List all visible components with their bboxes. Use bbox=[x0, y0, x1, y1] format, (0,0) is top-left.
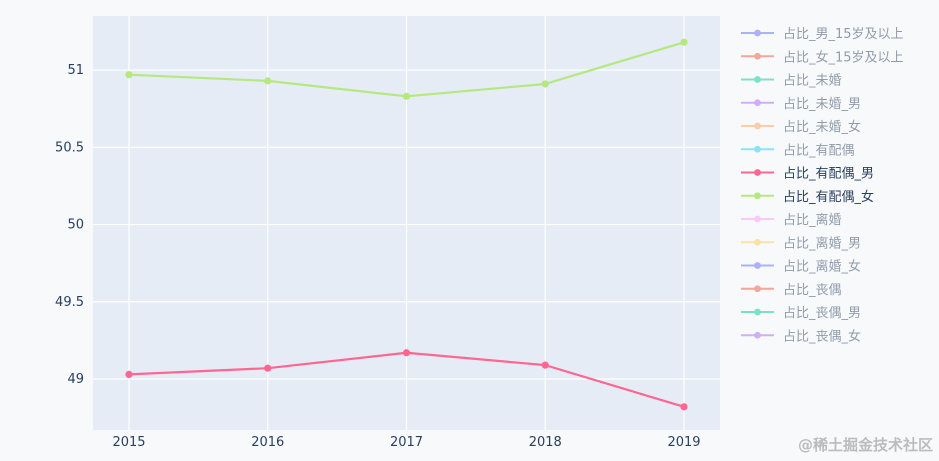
legend-marker bbox=[754, 285, 761, 293]
legend-label: 占比_离婚_女 bbox=[783, 259, 861, 275]
x-tick-label: 2019 bbox=[667, 435, 700, 450]
legend-item[interactable]: 占比_离婚_男 bbox=[741, 235, 861, 251]
legend-item[interactable]: 占比_有配偶_女 bbox=[741, 189, 874, 205]
y-tick-label: 49.5 bbox=[55, 295, 84, 310]
legend-item[interactable]: 占比_女_15岁及以上 bbox=[741, 49, 904, 65]
y-tick-label: 50.5 bbox=[55, 140, 84, 155]
legend-label: 占比_丧偶_女 bbox=[783, 328, 861, 344]
legend-item[interactable]: 占比_离婚 bbox=[741, 212, 842, 228]
legend-label: 占比_有配偶_男 bbox=[783, 167, 874, 182]
legend-marker bbox=[754, 262, 761, 269]
legend-marker bbox=[754, 331, 761, 339]
legend-label: 占比_未婚_女 bbox=[783, 119, 861, 135]
data-point[interactable] bbox=[541, 80, 549, 88]
legend-label: 占比_离婚 bbox=[783, 212, 842, 228]
legend-label: 占比_丧偶_男 bbox=[783, 306, 861, 321]
data-point[interactable] bbox=[680, 403, 688, 411]
data-point[interactable] bbox=[402, 349, 411, 357]
legend-label: 占比_男_15岁及以上 bbox=[783, 27, 904, 42]
legend-item[interactable]: 占比_未婚_女 bbox=[741, 119, 861, 135]
legend-item[interactable]: 占比_有配偶_男 bbox=[741, 167, 874, 182]
legend-marker bbox=[754, 145, 761, 153]
legend-item[interactable]: 占比_男_15岁及以上 bbox=[741, 27, 904, 42]
legend-marker bbox=[754, 52, 761, 60]
axis-labels: 49 49.5 50 50.5 51 2015 2016 2017 2018 2019 bbox=[55, 63, 701, 450]
legend[interactable]: 占比_男_15岁及以上占比_女_15岁及以上占比_未婚占比_未婚_男占比_未婚_… bbox=[741, 27, 904, 344]
legend-marker bbox=[754, 192, 761, 200]
x-tick-label: 2017 bbox=[390, 435, 423, 450]
series-layer bbox=[125, 38, 688, 411]
legend-item[interactable]: 占比_丧偶 bbox=[741, 283, 842, 298]
legend-marker bbox=[754, 215, 761, 223]
legend-label: 占比_女_15岁及以上 bbox=[783, 49, 904, 65]
watermark: @稀土掘金技术社区 bbox=[797, 436, 933, 454]
legend-marker bbox=[754, 238, 761, 246]
x-tick-label: 2015 bbox=[112, 435, 145, 450]
legend-item[interactable]: 占比_丧偶_女 bbox=[741, 328, 861, 344]
legend-marker bbox=[754, 169, 761, 176]
y-tick-label: 49 bbox=[67, 372, 84, 387]
legend-item[interactable]: 占比_离婚_女 bbox=[741, 259, 861, 275]
legend-label: 占比_有配偶 bbox=[783, 143, 855, 158]
legend-label: 占比_未婚 bbox=[783, 74, 842, 89]
data-point[interactable] bbox=[680, 38, 688, 46]
legend-marker bbox=[754, 99, 761, 107]
x-tick-label: 2016 bbox=[251, 435, 284, 450]
legend-label: 占比_离婚_男 bbox=[783, 235, 861, 251]
y-tick-label: 51 bbox=[67, 63, 84, 78]
legend-item[interactable]: 占比_丧偶_男 bbox=[741, 306, 861, 321]
data-point[interactable] bbox=[264, 364, 272, 372]
legend-marker bbox=[754, 29, 761, 37]
legend-label: 占比_丧偶 bbox=[783, 283, 842, 298]
data-point[interactable] bbox=[541, 361, 549, 369]
legend-marker bbox=[754, 76, 761, 83]
data-point[interactable] bbox=[125, 71, 133, 79]
legend-label: 占比_有配偶_女 bbox=[783, 189, 874, 205]
legend-label: 占比_未婚_男 bbox=[783, 97, 861, 112]
legend-marker bbox=[754, 308, 761, 316]
data-point[interactable] bbox=[264, 77, 272, 85]
legend-item[interactable]: 占比_有配偶 bbox=[741, 143, 855, 158]
data-point[interactable] bbox=[402, 92, 411, 100]
legend-item[interactable]: 占比_未婚 bbox=[741, 74, 842, 89]
data-point[interactable] bbox=[125, 370, 133, 378]
legend-marker bbox=[754, 122, 761, 130]
legend-item[interactable]: 占比_未婚_男 bbox=[741, 97, 861, 112]
x-tick-label: 2018 bbox=[529, 435, 562, 450]
y-tick-label: 50 bbox=[67, 218, 84, 233]
